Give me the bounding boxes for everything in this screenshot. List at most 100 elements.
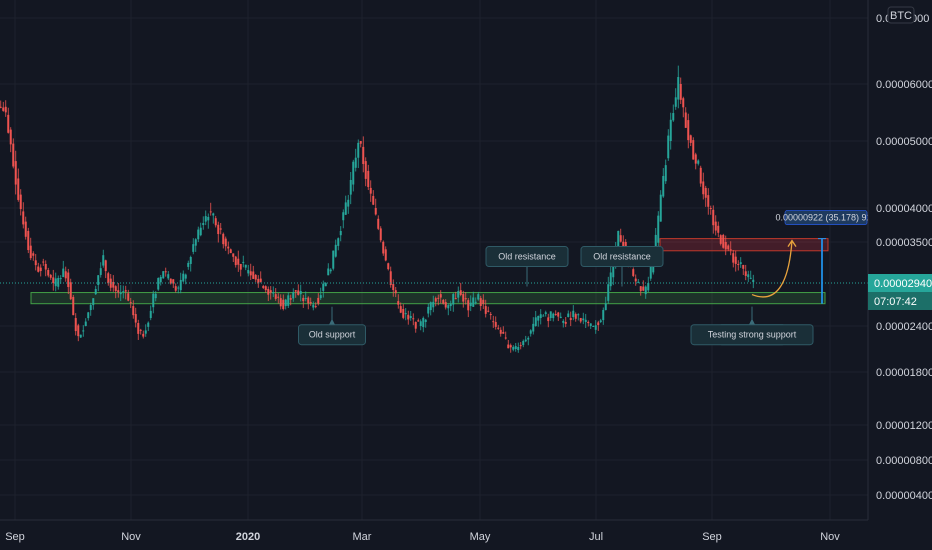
candle <box>709 205 712 215</box>
candle <box>97 275 100 292</box>
y-tick-top: 0.0 <box>876 13 891 25</box>
candle <box>359 140 362 148</box>
candle <box>477 291 480 301</box>
candle <box>509 343 512 353</box>
candle <box>312 301 315 311</box>
candle <box>632 267 635 278</box>
candle <box>302 294 305 308</box>
candle <box>407 310 410 325</box>
candle <box>634 274 637 286</box>
candle <box>62 260 65 278</box>
candle <box>644 285 647 299</box>
candle <box>662 168 665 198</box>
candle <box>232 253 235 263</box>
candle <box>749 270 752 280</box>
candle <box>449 300 452 311</box>
candle <box>267 286 270 302</box>
callout-1[interactable]: Old support <box>298 306 366 346</box>
symbol-badge[interactable]: BTC <box>887 6 915 24</box>
candle <box>742 264 745 276</box>
price-axis-panel[interactable] <box>868 0 932 520</box>
callout-2[interactable]: Old resistance <box>485 246 569 287</box>
candle <box>237 250 240 272</box>
candle <box>182 270 185 283</box>
time-axis-panel[interactable] <box>0 520 868 550</box>
candle <box>169 278 172 285</box>
candle <box>7 107 10 134</box>
price-tags: 0.00002940 07:07:42 <box>868 274 932 310</box>
candle <box>562 319 565 328</box>
candle <box>689 134 692 147</box>
candle <box>324 282 327 287</box>
candle <box>317 293 320 306</box>
candle <box>724 235 727 256</box>
price-axis[interactable]: 0.0 000 0.00006000 0.00005000 0.00004000 0.00… <box>876 13 932 502</box>
candle <box>414 321 417 333</box>
candle <box>447 303 450 316</box>
candle <box>269 286 272 300</box>
candle <box>437 294 440 306</box>
candle <box>67 268 70 295</box>
candle <box>519 342 522 350</box>
candle <box>284 298 287 310</box>
candle <box>12 138 15 169</box>
candle <box>372 190 375 206</box>
candle <box>47 267 50 278</box>
candle <box>147 321 150 332</box>
candle <box>257 275 260 288</box>
candle <box>252 265 255 280</box>
candle <box>579 317 582 324</box>
candle <box>722 233 725 249</box>
candle <box>304 291 307 302</box>
candle <box>587 320 590 327</box>
candle <box>482 294 485 310</box>
y-tick-label: 0.00005000 <box>876 136 932 148</box>
candle <box>507 339 510 349</box>
candle <box>227 241 230 255</box>
candle <box>539 309 542 325</box>
candlestick-series <box>0 65 755 353</box>
candle <box>752 274 755 289</box>
candle <box>727 244 730 251</box>
candle <box>0 100 2 109</box>
candle <box>382 240 385 256</box>
candle <box>459 282 462 297</box>
time-axis[interactable]: Sep Nov 2020 Mar May Jul Sep Nov <box>5 531 840 543</box>
countdown-text: 07:07:42 <box>874 296 917 308</box>
candle <box>524 335 527 343</box>
candle <box>187 260 190 270</box>
candle <box>657 211 660 251</box>
candle <box>389 266 392 288</box>
candle <box>157 277 160 291</box>
candle <box>314 302 317 309</box>
callout-5[interactable]: Testing strong support <box>690 306 814 346</box>
x-tick-label: Sep <box>5 531 25 543</box>
candle <box>224 236 227 251</box>
candle <box>394 286 397 298</box>
candle <box>229 248 232 254</box>
measure-label: 0.00000922 (35.178) 922 <box>775 210 877 225</box>
candle <box>24 216 27 240</box>
candle <box>137 319 140 340</box>
countdown-tag: 07:07:42 <box>868 292 932 310</box>
candle <box>214 215 217 228</box>
candle <box>14 150 17 195</box>
candle <box>504 331 507 340</box>
callout-3[interactable]: Old resistance <box>580 246 664 287</box>
candle <box>349 171 352 205</box>
candle <box>734 250 737 272</box>
candle <box>544 310 547 317</box>
candle <box>354 148 357 172</box>
candle <box>272 286 275 298</box>
candle <box>87 311 90 321</box>
candle <box>439 290 442 304</box>
projection-arrow <box>751 240 793 298</box>
x-tick-label: Jul <box>589 531 603 543</box>
candle <box>667 129 670 161</box>
candle <box>592 325 595 327</box>
candle <box>42 258 45 266</box>
projection-arrow-head <box>787 239 797 247</box>
candle <box>294 290 297 298</box>
candle <box>739 257 742 268</box>
